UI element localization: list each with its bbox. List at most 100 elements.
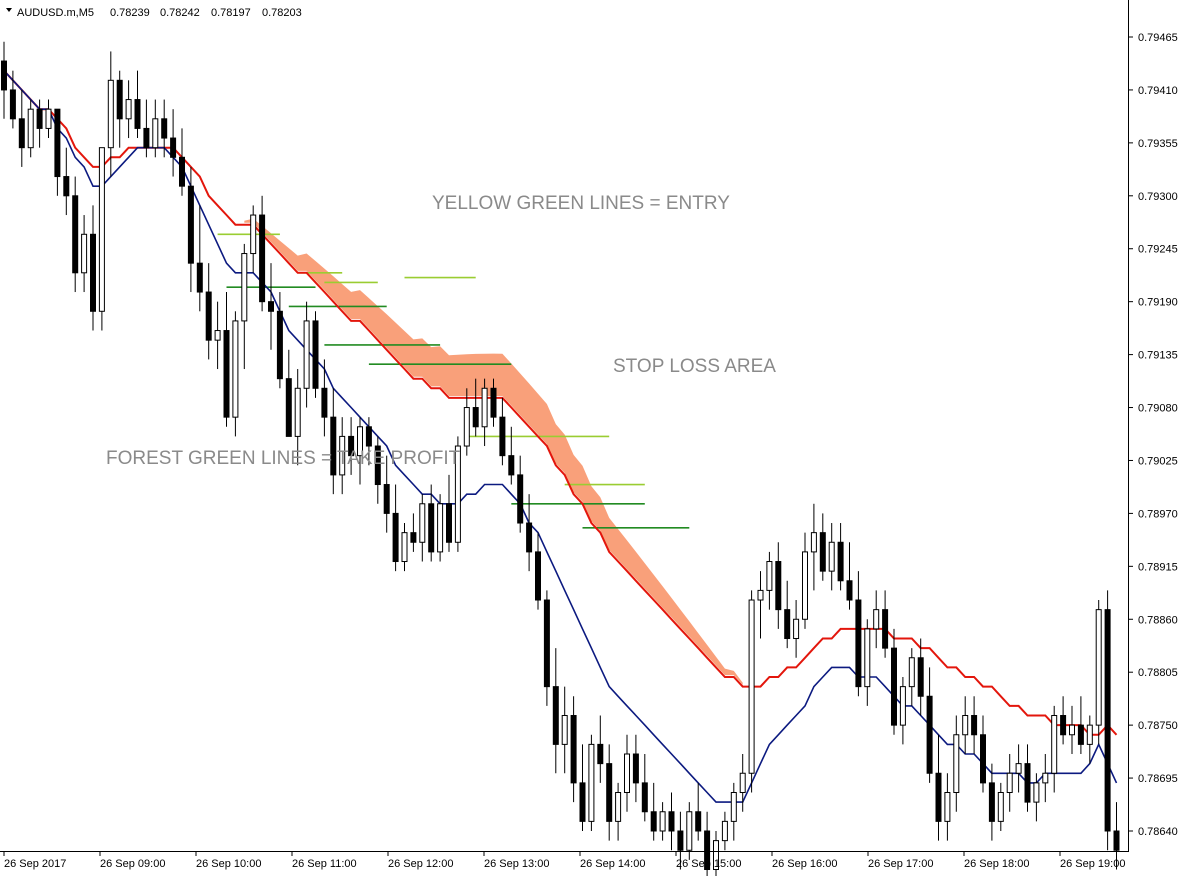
- candle: [597, 715, 604, 783]
- candle: [472, 378, 479, 437]
- candle-body-up: [615, 792, 622, 822]
- candle: [392, 484, 399, 572]
- candle-body-up: [303, 320, 310, 389]
- candle: [935, 734, 942, 841]
- candle: [1, 41, 7, 119]
- candle: [276, 292, 283, 389]
- price-tick-label: 0.78750: [1138, 720, 1178, 732]
- candle-body-up: [1006, 772, 1013, 794]
- candle: [686, 802, 693, 860]
- candle-body-down: [917, 657, 924, 697]
- candle-body-down: [641, 782, 648, 813]
- candle-body-down: [499, 416, 506, 457]
- candle-body-up: [908, 657, 915, 688]
- candle: [1051, 705, 1058, 793]
- candle: [846, 542, 853, 610]
- candle-body-up: [98, 147, 105, 312]
- price-tick-label: 0.78640: [1138, 826, 1178, 838]
- candle: [1024, 744, 1031, 812]
- candle: [615, 782, 622, 841]
- candle: [161, 99, 168, 158]
- candle-body-up: [810, 532, 817, 553]
- symbol-label: AUDUSD.m,M5: [17, 7, 94, 19]
- price-tick-label: 0.79135: [1138, 350, 1178, 362]
- candle: [713, 831, 719, 876]
- candle-body-up: [748, 599, 755, 774]
- candle-body-up: [419, 503, 426, 543]
- candle: [54, 108, 61, 196]
- candle-body-up: [588, 743, 595, 822]
- candle: [134, 70, 141, 139]
- candle: [1113, 802, 1120, 870]
- candle: [1033, 773, 1040, 822]
- candle-body-down: [383, 484, 390, 514]
- candle: [641, 754, 648, 822]
- candle: [873, 590, 880, 649]
- candle: [419, 494, 426, 562]
- candle: [107, 51, 114, 177]
- candle-body-up: [953, 734, 960, 794]
- candle-body-down: [704, 830, 711, 870]
- candle-body-down: [490, 387, 497, 418]
- candle-body-down: [170, 137, 177, 158]
- candle-body-down: [472, 407, 479, 428]
- candle-body-up: [27, 108, 34, 149]
- candle-body-up: [1042, 772, 1049, 784]
- candle-body-up: [339, 435, 346, 476]
- time-tick-label: 26 Sep 2017: [4, 858, 66, 870]
- candle: [125, 80, 132, 139]
- candle-body-down: [179, 156, 185, 187]
- candle: [170, 109, 177, 177]
- candle-body-down: [988, 782, 995, 822]
- candle: [357, 417, 363, 485]
- price-tick-label: 0.78970: [1138, 508, 1178, 520]
- candle: [855, 571, 862, 697]
- candle-body-down: [579, 782, 586, 822]
- candle-body-down: [365, 426, 372, 447]
- candle-body-down: [668, 811, 675, 832]
- candle-body-down: [63, 176, 70, 197]
- candle: [588, 734, 595, 831]
- candle-body-down: [446, 503, 452, 543]
- candle: [143, 99, 150, 158]
- candle: [383, 455, 390, 533]
- candle-body-down: [695, 811, 702, 832]
- time-tick-label: 26 Sep 15:00: [676, 858, 741, 870]
- candle: [285, 349, 292, 437]
- candle-body-down: [775, 561, 782, 611]
- candle-body-down: [784, 609, 791, 640]
- candle-body-down: [276, 310, 283, 380]
- candle-body-up: [828, 541, 835, 572]
- dropdown-triangle-icon[interactable]: [6, 8, 12, 12]
- price-tick-label: 0.79355: [1138, 138, 1178, 150]
- price-tick-label: 0.78805: [1138, 667, 1178, 679]
- candle: [748, 590, 755, 793]
- candle: [428, 484, 435, 562]
- price-tick-label: 0.79300: [1138, 191, 1178, 203]
- candle: [152, 99, 159, 158]
- candle-body-up: [997, 792, 1004, 822]
- time-tick-label: 26 Sep 09:00: [100, 858, 165, 870]
- candle-body-down: [223, 330, 230, 418]
- candle-body-down: [312, 320, 319, 389]
- price-tick-label: 0.79025: [1138, 455, 1178, 467]
- candle-body-down: [570, 715, 577, 784]
- chart-header: AUDUSD.m,M5 0.78239 0.78242 0.78197 0.78…: [6, 7, 302, 19]
- candle-body-up: [1033, 782, 1040, 803]
- candle-body-up: [944, 792, 951, 822]
- candle-body-down: [677, 830, 684, 851]
- candle-body-up: [899, 686, 906, 726]
- candle: [339, 417, 346, 495]
- candle: [828, 523, 835, 591]
- candle: [606, 744, 613, 841]
- candle-body-down: [526, 522, 533, 553]
- candle: [437, 494, 444, 562]
- candle-body-up: [125, 99, 132, 120]
- price-tick-label: 0.78695: [1138, 773, 1178, 785]
- time-tick-label: 26 Sep 16:00: [772, 858, 837, 870]
- time-tick-label: 26 Sep 14:00: [580, 858, 645, 870]
- candle: [793, 600, 800, 658]
- candle: [944, 773, 951, 841]
- candle: [374, 436, 381, 504]
